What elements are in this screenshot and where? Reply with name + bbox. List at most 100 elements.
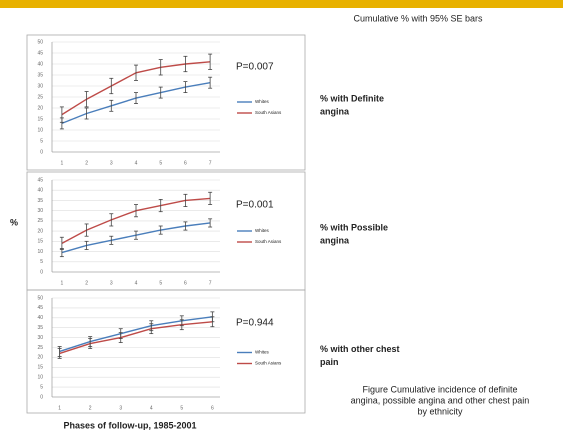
y-tick-label: 5 [40,138,43,144]
side-label: pain [320,357,339,367]
error-bar [59,236,64,250]
error-bar [158,59,163,76]
y-tick-label: 40 [37,61,43,67]
error-bar [158,86,163,99]
y-tick-label: 35 [37,325,43,331]
y-tick-label: 30 [37,208,43,214]
y-tick-label: 0 [40,149,43,155]
error-bar [84,223,89,237]
x-tick-label: 4 [135,280,138,286]
error-bar [183,221,188,231]
error-bar [158,199,163,213]
error-bar [208,218,213,228]
y-tick-label: 10 [37,249,43,255]
error-bar [183,81,188,93]
error-bar [118,332,123,343]
error-bar [57,348,62,359]
error-bar [59,106,64,123]
x-tick-label: 1 [58,405,61,411]
y-tick-label: 45 [37,50,43,56]
error-bar [183,55,188,73]
x-tick-label: 3 [119,405,122,411]
y-tick-label: 20 [37,355,43,361]
y-tick-label: 0 [40,394,43,400]
top-bar [0,0,563,8]
legend-label: South Asians [255,361,282,366]
x-tick-label: 2 [85,280,88,286]
side-label: angina [320,235,350,245]
y-tick-label: 20 [37,105,43,111]
chart-frame [26,34,306,171]
x-tick-label: 6 [211,405,214,411]
error-bar [208,53,213,70]
y-tick-label: 25 [37,94,43,100]
x-tick-label: 4 [135,160,138,166]
annotation: P=0.007 [236,62,274,73]
x-tick-label: 3 [110,160,113,166]
legend-label: South Asians [255,110,282,115]
error-bar [134,64,138,81]
legend-label: Whites [255,350,270,355]
y-tick-label: 45 [37,177,43,183]
error-bar [84,107,89,120]
error-bar [134,204,138,218]
y-tick-label: 35 [37,72,43,78]
x-tick-label: 7 [209,160,212,166]
x-tick-label: 2 [89,405,92,411]
error-bar [88,338,93,349]
y-tick-label: 40 [37,188,43,194]
error-bar [208,191,213,205]
annotation: P=0.944 [236,318,274,329]
x-tick-label: 2 [85,160,88,166]
x-tick-label: 4 [150,405,153,411]
side-label: % with Definite [320,93,384,103]
error-bar [179,319,184,331]
legend-label: Whites [255,99,270,104]
error-bar [84,240,89,250]
side-label: % with other chest [320,344,400,354]
error-bar [109,77,114,95]
y-tick-label: 10 [37,127,43,133]
x-tick-label: 7 [209,280,212,286]
x-label: Phases of follow-up, 1985-2001 [63,420,196,430]
series-line [59,316,213,353]
x-tick-label: 5 [180,405,183,411]
legend-label: Whites [255,228,270,233]
y-tick-label: 50 [37,39,43,45]
error-bar [158,225,163,235]
caption: angina, possible angina and other chest … [351,395,530,405]
y-tick-label: 20 [37,228,43,234]
header: Cumulative % with 95% SE bars [353,13,483,23]
caption: Figure Cumulative incidence of definite [362,384,517,394]
x-tick-label: 5 [159,280,162,286]
caption: by ethnicity [417,406,463,416]
side-label: angina [320,106,350,116]
chart-frame [26,289,306,414]
error-bar [134,230,138,240]
y-tick-label: 35 [37,198,43,204]
y-tick-label: 5 [40,384,43,390]
y-tick-label: 15 [37,116,43,122]
error-bar [183,193,188,207]
error-bar [134,92,138,104]
y-tick-label: 10 [37,375,43,381]
x-tick-label: 1 [60,280,63,286]
y-tick-label: 25 [37,345,43,351]
x-tick-label: 5 [159,160,162,166]
legend-label: South Asians [255,239,282,244]
y-tick-label: 45 [37,305,43,311]
x-tick-label: 1 [60,160,63,166]
error-bar [210,316,215,328]
y-label: % [10,217,18,227]
y-tick-label: 25 [37,218,43,224]
x-tick-label: 6 [184,160,187,166]
y-tick-label: 30 [37,335,43,341]
series-line [59,321,213,355]
y-tick-label: 5 [40,259,43,265]
x-tick-label: 3 [110,280,113,286]
error-bar [149,323,154,335]
y-tick-label: 15 [37,365,43,371]
y-tick-label: 0 [40,269,43,275]
